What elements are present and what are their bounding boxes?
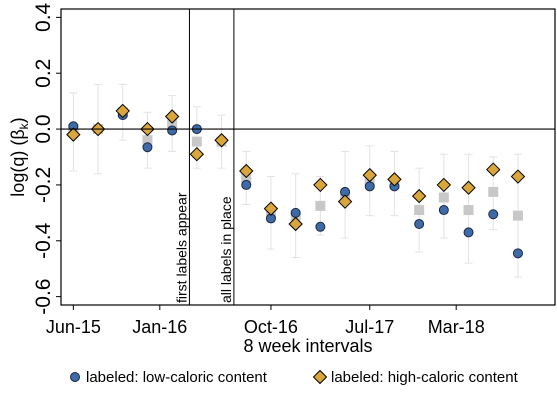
high-caloric-point <box>362 167 377 183</box>
gray-square-point <box>438 192 449 203</box>
gray-square-point <box>512 210 523 221</box>
y-tick-label: 0.0 <box>32 114 55 143</box>
low-caloric-point <box>290 207 301 218</box>
y-axis-title-close: ) <box>8 117 28 123</box>
high-caloric-point <box>411 188 427 204</box>
low-caloric-point <box>315 221 326 232</box>
high-caloric-point <box>115 103 130 119</box>
high-caloric-point <box>189 147 205 162</box>
low-caloric-point <box>438 205 449 216</box>
event-label: first labels appear <box>173 192 189 303</box>
high-caloric-point <box>313 177 328 193</box>
x-tick-label: Jul-17 <box>345 317 394 337</box>
legend-low-marker <box>70 372 80 382</box>
high-caloric-point <box>387 172 402 187</box>
low-caloric-point <box>463 227 474 238</box>
error-bars <box>69 83 522 278</box>
x-tick-label: Jan-16 <box>132 317 187 337</box>
low-caloric-point <box>488 209 499 220</box>
gray-square-point <box>488 186 499 197</box>
plot-frame <box>60 8 556 306</box>
x-tick-label: Oct-16 <box>244 317 298 337</box>
x-tick-label: Jun-15 <box>46 317 101 337</box>
x-axis-title: 8 week intervals <box>243 336 372 356</box>
high-caloric-point <box>239 163 254 179</box>
gray-square-point <box>315 200 326 211</box>
legend-high-label: labeled: high-caloric content <box>331 369 519 386</box>
high-caloric-point <box>214 133 229 148</box>
y-axis-title: log(q) (βk) <box>8 117 31 196</box>
y-tick-label: 0.2 <box>32 59 55 88</box>
y-tick-label: -0.4 <box>32 222 55 259</box>
legend-low-label: labeled: low-caloric content <box>86 369 268 386</box>
high-caloric-point <box>263 201 279 216</box>
gray-square-point <box>414 205 425 216</box>
low-caloric-point <box>167 125 178 136</box>
x-tick-label: Mar-18 <box>428 317 485 337</box>
high-caloric-point <box>461 180 476 195</box>
plot-border <box>60 8 556 306</box>
legend: labeled: low-caloric content labeled: hig… <box>70 369 519 386</box>
y-tick-label: 0.4 <box>32 2 55 32</box>
event-lines: first labels appear all labels in place <box>173 9 235 305</box>
low-caloric-point <box>241 179 252 190</box>
gray-square-point <box>142 135 153 146</box>
high-caloric-point <box>486 162 501 177</box>
event-label: all labels in place <box>218 196 234 303</box>
high-caloric-point <box>510 169 526 184</box>
y-tick-label: -0.2 <box>32 167 55 203</box>
high-caloric-point <box>164 109 180 124</box>
legend-high-marker <box>312 369 328 385</box>
high-caloric-point <box>337 194 353 209</box>
y-axis-title-main: log(q) (β <box>8 129 28 196</box>
high-caloric-point <box>436 177 452 193</box>
low-caloric-point <box>142 142 153 153</box>
y-tick-label: -0.6 <box>32 279 55 315</box>
low-caloric-point <box>512 248 523 259</box>
data-points <box>66 103 526 259</box>
low-caloric-point <box>414 219 425 230</box>
low-caloric-point <box>364 181 375 192</box>
high-caloric-point <box>288 216 303 232</box>
y-axis-title-subscript: k <box>17 122 31 129</box>
gray-square-point <box>191 136 202 147</box>
gray-square-point <box>463 205 474 216</box>
high-caloric-point <box>66 127 81 142</box>
